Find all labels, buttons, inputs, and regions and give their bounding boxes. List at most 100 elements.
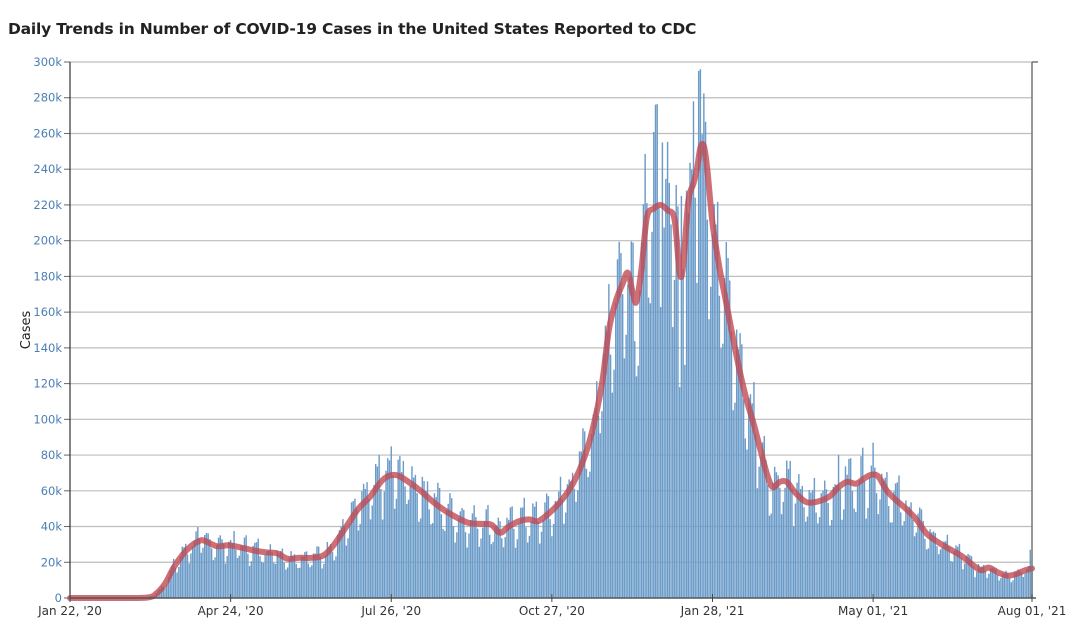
daily-case-bar[interactable] (808, 490, 810, 598)
daily-case-bar[interactable] (558, 491, 560, 598)
daily-case-bar[interactable] (963, 563, 966, 598)
daily-case-bar[interactable] (305, 551, 308, 598)
daily-case-bar[interactable] (466, 547, 468, 598)
daily-case-bar[interactable] (818, 517, 821, 598)
daily-case-bar[interactable] (233, 531, 235, 598)
daily-case-bar[interactable] (397, 459, 399, 598)
daily-case-bar[interactable] (262, 562, 265, 598)
daily-case-bar[interactable] (226, 556, 228, 598)
daily-case-bar[interactable] (355, 508, 358, 598)
daily-case-bar[interactable] (511, 506, 513, 598)
daily-case-bar[interactable] (577, 490, 579, 598)
daily-case-bar[interactable] (832, 486, 835, 598)
daily-case-bar[interactable] (317, 546, 320, 598)
daily-case-bar[interactable] (996, 575, 999, 598)
daily-case-bar[interactable] (273, 562, 275, 598)
daily-case-bar[interactable] (530, 521, 532, 598)
daily-case-bar[interactable] (229, 540, 232, 598)
daily-case-bar[interactable] (734, 402, 736, 598)
daily-case-bar[interactable] (195, 531, 197, 598)
daily-case-bar[interactable] (285, 569, 287, 598)
daily-case-bar[interactable] (297, 568, 299, 598)
daily-case-bar[interactable] (483, 521, 486, 598)
daily-case-bar[interactable] (811, 490, 814, 598)
daily-case-bar[interactable] (772, 482, 774, 598)
daily-case-bar[interactable] (217, 537, 220, 598)
daily-case-bar[interactable] (380, 488, 382, 598)
daily-case-bar[interactable] (715, 224, 717, 598)
daily-case-bar[interactable] (639, 290, 641, 598)
daily-case-bar[interactable] (912, 519, 914, 598)
daily-case-bar[interactable] (789, 460, 791, 598)
daily-case-bar[interactable] (742, 399, 745, 598)
daily-case-bar[interactable] (618, 241, 620, 598)
daily-case-bar[interactable] (984, 571, 987, 598)
daily-case-bar[interactable] (171, 565, 173, 598)
daily-case-bar[interactable] (1000, 577, 1002, 598)
daily-case-bar[interactable] (407, 499, 410, 598)
daily-case-bar[interactable] (787, 468, 790, 598)
daily-case-bar[interactable] (615, 302, 617, 598)
daily-case-bar[interactable] (266, 551, 268, 598)
daily-case-bar[interactable] (300, 556, 303, 598)
daily-case-bar[interactable] (259, 556, 261, 598)
daily-case-bar[interactable] (825, 489, 828, 598)
daily-case-bar[interactable] (542, 519, 544, 598)
daily-case-bar[interactable] (886, 472, 888, 598)
daily-case-bar[interactable] (903, 521, 905, 598)
daily-case-bar[interactable] (805, 521, 807, 598)
daily-case-bar[interactable] (710, 286, 712, 598)
daily-case-bar[interactable] (473, 505, 475, 598)
daily-case-bar[interactable] (957, 546, 959, 598)
daily-case-bar[interactable] (311, 565, 313, 598)
daily-case-bar[interactable] (571, 472, 574, 598)
daily-case-bar[interactable] (190, 553, 192, 598)
daily-case-bar[interactable] (647, 297, 650, 598)
daily-case-bar[interactable] (488, 534, 491, 598)
daily-case-bar[interactable] (763, 435, 766, 598)
daily-case-bar[interactable] (549, 519, 551, 598)
daily-case-bar[interactable] (730, 331, 733, 598)
daily-case-bar[interactable] (426, 481, 429, 598)
daily-case-bar[interactable] (359, 523, 361, 598)
daily-case-bar[interactable] (691, 169, 693, 599)
daily-case-bar[interactable] (894, 483, 897, 598)
daily-case-bar[interactable] (756, 488, 759, 598)
daily-case-bar[interactable] (556, 501, 558, 598)
daily-case-bar[interactable] (863, 480, 866, 598)
daily-case-bar[interactable] (1007, 573, 1009, 598)
daily-case-bar[interactable] (900, 512, 902, 598)
daily-case-bar[interactable] (570, 481, 572, 598)
daily-case-bar[interactable] (976, 571, 978, 598)
daily-case-bar[interactable] (737, 349, 740, 598)
daily-case-bar[interactable] (884, 477, 886, 598)
daily-case-bar[interactable] (642, 204, 645, 598)
daily-case-bar[interactable] (336, 535, 339, 598)
daily-case-bar[interactable] (893, 491, 895, 598)
daily-case-bar[interactable] (986, 577, 988, 598)
daily-case-bar[interactable] (471, 513, 474, 598)
daily-case-bar[interactable] (205, 533, 208, 598)
daily-case-bar[interactable] (637, 365, 639, 598)
daily-case-bar[interactable] (868, 477, 871, 598)
daily-case-bar[interactable] (777, 475, 779, 598)
daily-case-bar[interactable] (450, 498, 453, 598)
daily-case-bar[interactable] (423, 481, 425, 598)
daily-case-bar[interactable] (340, 526, 342, 598)
daily-case-bar[interactable] (1014, 572, 1016, 598)
daily-case-bar[interactable] (178, 566, 180, 598)
daily-case-bar[interactable] (962, 569, 964, 598)
daily-case-bar[interactable] (881, 473, 883, 598)
daily-case-bar[interactable] (953, 550, 955, 598)
daily-case-bar[interactable] (267, 550, 270, 598)
daily-case-bar[interactable] (716, 201, 719, 598)
daily-case-bar[interactable] (950, 560, 952, 598)
daily-case-bar[interactable] (442, 528, 444, 598)
daily-case-bar[interactable] (796, 482, 798, 598)
daily-case-bar[interactable] (476, 528, 479, 598)
daily-case-bar[interactable] (331, 551, 334, 598)
daily-case-bar[interactable] (200, 552, 202, 598)
daily-case-bar[interactable] (523, 497, 525, 598)
daily-case-bar[interactable] (746, 449, 748, 598)
daily-case-bar[interactable] (361, 491, 363, 598)
